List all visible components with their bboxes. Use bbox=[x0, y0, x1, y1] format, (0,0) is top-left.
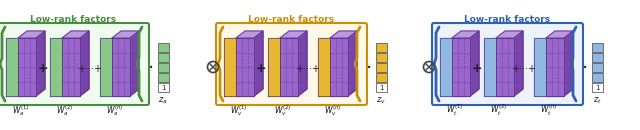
Polygon shape bbox=[280, 31, 307, 38]
Text: +···+: +···+ bbox=[77, 64, 102, 74]
Polygon shape bbox=[224, 38, 236, 96]
Polygon shape bbox=[80, 31, 89, 96]
Text: $W_{a}^{(n)}$: $W_{a}^{(n)}$ bbox=[106, 103, 124, 118]
Polygon shape bbox=[236, 38, 254, 96]
Bar bbox=[157, 83, 168, 92]
Text: ·: · bbox=[582, 60, 588, 79]
Text: $W_{v}^{(1)}$: $W_{v}^{(1)}$ bbox=[230, 103, 248, 118]
Polygon shape bbox=[268, 38, 280, 96]
Bar bbox=[591, 53, 602, 62]
Text: $z_{v}$: $z_{v}$ bbox=[376, 95, 386, 106]
Polygon shape bbox=[348, 31, 357, 96]
Polygon shape bbox=[18, 38, 36, 96]
Text: $W_{v}^{(n)}$: $W_{v}^{(n)}$ bbox=[324, 103, 342, 118]
Polygon shape bbox=[298, 31, 307, 96]
Text: 1: 1 bbox=[595, 84, 599, 90]
Bar bbox=[376, 43, 387, 52]
Text: +: + bbox=[256, 63, 266, 76]
Text: +···+: +···+ bbox=[511, 64, 536, 74]
Polygon shape bbox=[236, 31, 263, 38]
Text: $W_{a}^{(2)}$: $W_{a}^{(2)}$ bbox=[56, 103, 74, 118]
Polygon shape bbox=[254, 31, 263, 96]
Text: $z_{a}$: $z_{a}$ bbox=[158, 95, 168, 106]
Polygon shape bbox=[564, 31, 573, 96]
Polygon shape bbox=[496, 38, 514, 96]
Polygon shape bbox=[318, 38, 330, 96]
Text: ·: · bbox=[148, 60, 154, 79]
Text: +: + bbox=[472, 63, 483, 76]
Bar bbox=[376, 83, 387, 92]
Text: +···+: +···+ bbox=[296, 64, 321, 74]
Polygon shape bbox=[534, 38, 546, 96]
Polygon shape bbox=[130, 31, 139, 96]
Polygon shape bbox=[514, 31, 523, 96]
Text: $W_{t}^{(2)}$: $W_{t}^{(2)}$ bbox=[490, 103, 508, 118]
Polygon shape bbox=[546, 38, 564, 96]
Polygon shape bbox=[6, 38, 18, 96]
FancyBboxPatch shape bbox=[0, 23, 149, 105]
Bar bbox=[591, 43, 602, 52]
Polygon shape bbox=[546, 31, 573, 38]
Bar bbox=[591, 83, 602, 92]
Text: Low-rank factors: Low-rank factors bbox=[31, 15, 116, 24]
Polygon shape bbox=[50, 38, 62, 96]
Bar bbox=[376, 53, 387, 62]
Text: $W_{a}^{(1)}$: $W_{a}^{(1)}$ bbox=[12, 103, 29, 118]
Polygon shape bbox=[330, 31, 357, 38]
Text: +: + bbox=[38, 63, 48, 76]
Polygon shape bbox=[484, 38, 496, 96]
Bar bbox=[157, 63, 168, 72]
Bar bbox=[376, 73, 387, 82]
Text: 1: 1 bbox=[161, 84, 165, 90]
Polygon shape bbox=[112, 38, 130, 96]
Text: $W_{t}^{(n)}$: $W_{t}^{(n)}$ bbox=[540, 103, 557, 118]
Polygon shape bbox=[112, 31, 139, 38]
Bar bbox=[157, 43, 168, 52]
Text: $W_{t}^{(1)}$: $W_{t}^{(1)}$ bbox=[446, 103, 463, 118]
FancyBboxPatch shape bbox=[216, 23, 367, 105]
Text: ·: · bbox=[366, 60, 372, 79]
Text: $W_{v}^{(2)}$: $W_{v}^{(2)}$ bbox=[275, 103, 292, 118]
FancyBboxPatch shape bbox=[432, 23, 583, 105]
Polygon shape bbox=[36, 31, 45, 96]
Polygon shape bbox=[62, 38, 80, 96]
Polygon shape bbox=[18, 31, 45, 38]
Polygon shape bbox=[440, 38, 452, 96]
Polygon shape bbox=[62, 31, 89, 38]
Bar bbox=[591, 73, 602, 82]
Polygon shape bbox=[496, 31, 523, 38]
Polygon shape bbox=[280, 38, 298, 96]
Polygon shape bbox=[100, 38, 112, 96]
Polygon shape bbox=[330, 38, 348, 96]
Bar bbox=[157, 53, 168, 62]
Bar bbox=[157, 73, 168, 82]
Polygon shape bbox=[470, 31, 479, 96]
Bar bbox=[591, 63, 602, 72]
Text: 1: 1 bbox=[379, 84, 383, 90]
Text: $z_{t}$: $z_{t}$ bbox=[593, 95, 602, 106]
Text: Low-rank factors: Low-rank factors bbox=[248, 15, 335, 24]
Bar bbox=[376, 63, 387, 72]
Polygon shape bbox=[452, 38, 470, 96]
Polygon shape bbox=[452, 31, 479, 38]
Text: Low-rank factors: Low-rank factors bbox=[465, 15, 550, 24]
